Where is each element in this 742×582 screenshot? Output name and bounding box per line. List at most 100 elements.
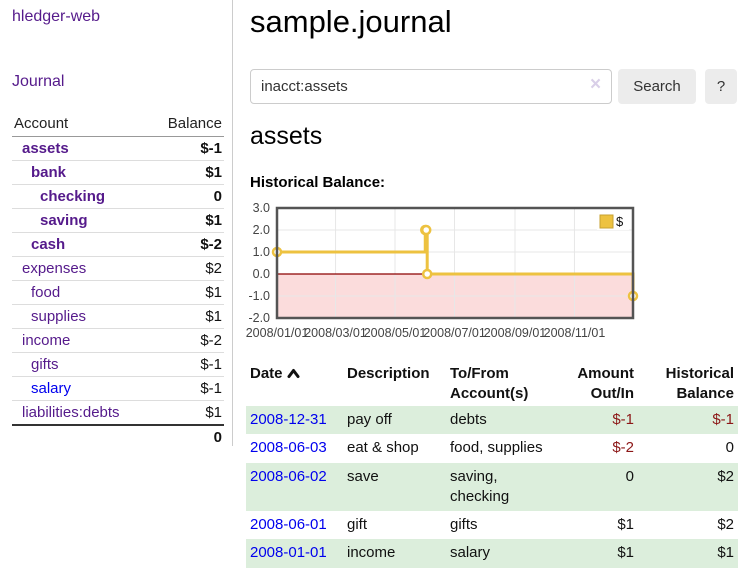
- svg-text:2008/07/01: 2008/07/01: [423, 326, 486, 340]
- transaction-description: gift: [347, 516, 368, 533]
- svg-text:2008/11/01: 2008/11/01: [544, 326, 606, 340]
- accounts-total-row: 0: [12, 424, 224, 449]
- register-header-accounts: To/From Account(s): [450, 365, 529, 402]
- account-link[interactable]: bank: [31, 164, 67, 181]
- account-link[interactable]: gifts: [31, 356, 59, 373]
- account-balance: $-1: [150, 376, 224, 401]
- account-link[interactable]: checking: [40, 188, 106, 205]
- account-link[interactable]: liabilities:debts: [22, 404, 120, 421]
- svg-text:1.0: 1.0: [253, 245, 270, 259]
- transaction-date-link[interactable]: 2008-06-03: [250, 439, 327, 457]
- transaction-row[interactable]: 2008-01-01 income salary $1 $1: [246, 539, 738, 568]
- account-balance: $-2: [150, 232, 224, 257]
- transaction-balance: $-1: [712, 411, 734, 428]
- svg-text:$: $: [616, 214, 624, 229]
- svg-text:-2.0: -2.0: [248, 311, 270, 325]
- svg-text:2008/05/01: 2008/05/01: [364, 326, 427, 340]
- svg-text:2008/01/01: 2008/01/01: [246, 326, 309, 340]
- account-link[interactable]: assets: [22, 140, 69, 157]
- transaction-description: income: [347, 544, 396, 562]
- account-balance: 0: [150, 184, 224, 209]
- transaction-description: save: [347, 467, 379, 485]
- transaction-row[interactable]: 2008-06-02 save saving, checking 0 $2: [246, 462, 738, 511]
- transaction-balance: $2: [717, 516, 734, 533]
- svg-text:0.0: 0.0: [253, 267, 270, 281]
- account-balance: $-2: [150, 328, 224, 353]
- transaction-accounts: food, supplies: [450, 439, 543, 457]
- transaction-amount: $1: [617, 516, 634, 533]
- search-button[interactable]: Search: [618, 69, 696, 104]
- transaction-amount: 0: [625, 467, 634, 485]
- svg-text:2.0: 2.0: [253, 223, 270, 237]
- account-row: expenses $2: [12, 256, 224, 281]
- account-balance: $1: [150, 208, 224, 233]
- historical-balance-chart: $3.0 2.0 1.0 0.0 -1.0 -2.0 2008/01/01 2008/03/0…: [245, 199, 742, 349]
- accounts-header-account: Account: [12, 112, 151, 137]
- chart-title: Historical Balance:: [250, 174, 386, 191]
- transaction-balance: $1: [717, 544, 734, 562]
- account-link[interactable]: income: [22, 332, 71, 349]
- transaction-row[interactable]: 2008-06-03 eat & shop food, supplies $-2 0: [246, 434, 738, 462]
- help-button[interactable]: ?: [705, 69, 737, 104]
- account-link[interactable]: supplies: [31, 308, 87, 325]
- account-balance: $1: [150, 400, 224, 426]
- account-row: liabilities:debts $1: [12, 400, 224, 426]
- account-row: saving $1: [12, 208, 224, 233]
- transaction-description: pay off: [347, 411, 392, 428]
- app-title-link[interactable]: hledger-web: [12, 8, 101, 25]
- transaction-balance: 0: [725, 439, 734, 457]
- transaction-accounts: salary: [450, 544, 491, 562]
- transaction-date-link[interactable]: 2008-12-31: [250, 411, 327, 428]
- account-balance: $1: [150, 304, 224, 329]
- account-row: income $-2: [12, 328, 224, 353]
- account-balance: $-1: [150, 136, 224, 161]
- account-heading: assets: [250, 122, 323, 150]
- account-row: food $1: [12, 280, 224, 305]
- accounts-header-balance: Balance: [150, 112, 224, 137]
- svg-text:2008/09/01: 2008/09/01: [484, 326, 547, 340]
- transaction-date-link[interactable]: 2008-06-01: [250, 516, 327, 533]
- accounts-balance-table: Account Balance assets $-1 bank $1 checking 0…: [12, 112, 224, 449]
- register-header-balance: Historical Balance: [665, 365, 734, 402]
- register-header-description: Description: [347, 365, 430, 382]
- svg-text:3.0: 3.0: [253, 201, 270, 215]
- search-form: × Search ?: [250, 69, 742, 104]
- transaction-date-link[interactable]: 2008-01-01: [250, 544, 327, 562]
- account-link[interactable]: expenses: [22, 260, 87, 277]
- transaction-description: eat & shop: [347, 439, 419, 457]
- main-content: sample.journal × Search ? assets Histori…: [246, 0, 742, 582]
- transaction-balance: $2: [717, 467, 734, 485]
- search-input[interactable]: [250, 69, 612, 104]
- transaction-row[interactable]: 2008-06-01 gift gifts $1 $2: [246, 511, 738, 539]
- account-row: cash $-2: [12, 232, 224, 257]
- account-link[interactable]: cash: [31, 236, 66, 253]
- account-row: assets $-1: [12, 136, 224, 161]
- transaction-accounts: debts: [450, 411, 487, 428]
- transaction-accounts: gifts: [450, 516, 478, 533]
- account-row: bank $1: [12, 160, 224, 185]
- transaction-date-link[interactable]: 2008-06-02: [250, 467, 327, 485]
- transaction-accounts: saving, checking: [450, 467, 510, 505]
- register-table: Date Description To/From Account(s) Amou…: [246, 361, 738, 568]
- account-row: supplies $1: [12, 304, 224, 329]
- sidebar-item-journal[interactable]: Journal: [12, 73, 65, 90]
- account-row: checking 0: [12, 184, 224, 209]
- transaction-row[interactable]: 2008-12-31 pay off debts $-1 $-1: [246, 406, 738, 435]
- transaction-amount: $-1: [612, 411, 634, 428]
- account-row: salary $-1: [12, 376, 224, 401]
- account-balance: $1: [150, 280, 224, 305]
- account-link[interactable]: salary: [31, 380, 72, 397]
- register-header-date[interactable]: Date: [246, 361, 343, 406]
- chevron-up-icon: [287, 365, 300, 385]
- clear-search-icon[interactable]: ×: [590, 74, 602, 95]
- account-link[interactable]: saving: [40, 212, 88, 229]
- account-balance: $2: [150, 256, 224, 281]
- account-balance: $1: [150, 160, 224, 185]
- svg-text:-1.0: -1.0: [248, 289, 270, 303]
- account-link[interactable]: food: [31, 284, 61, 301]
- account-row: gifts $-1: [12, 352, 224, 377]
- sidebar: hledger-web Journal Account Balance asse…: [0, 0, 233, 449]
- account-balance: $-1: [150, 352, 224, 377]
- transaction-amount: $1: [617, 544, 634, 562]
- svg-text:2008/03/01: 2008/03/01: [304, 326, 367, 340]
